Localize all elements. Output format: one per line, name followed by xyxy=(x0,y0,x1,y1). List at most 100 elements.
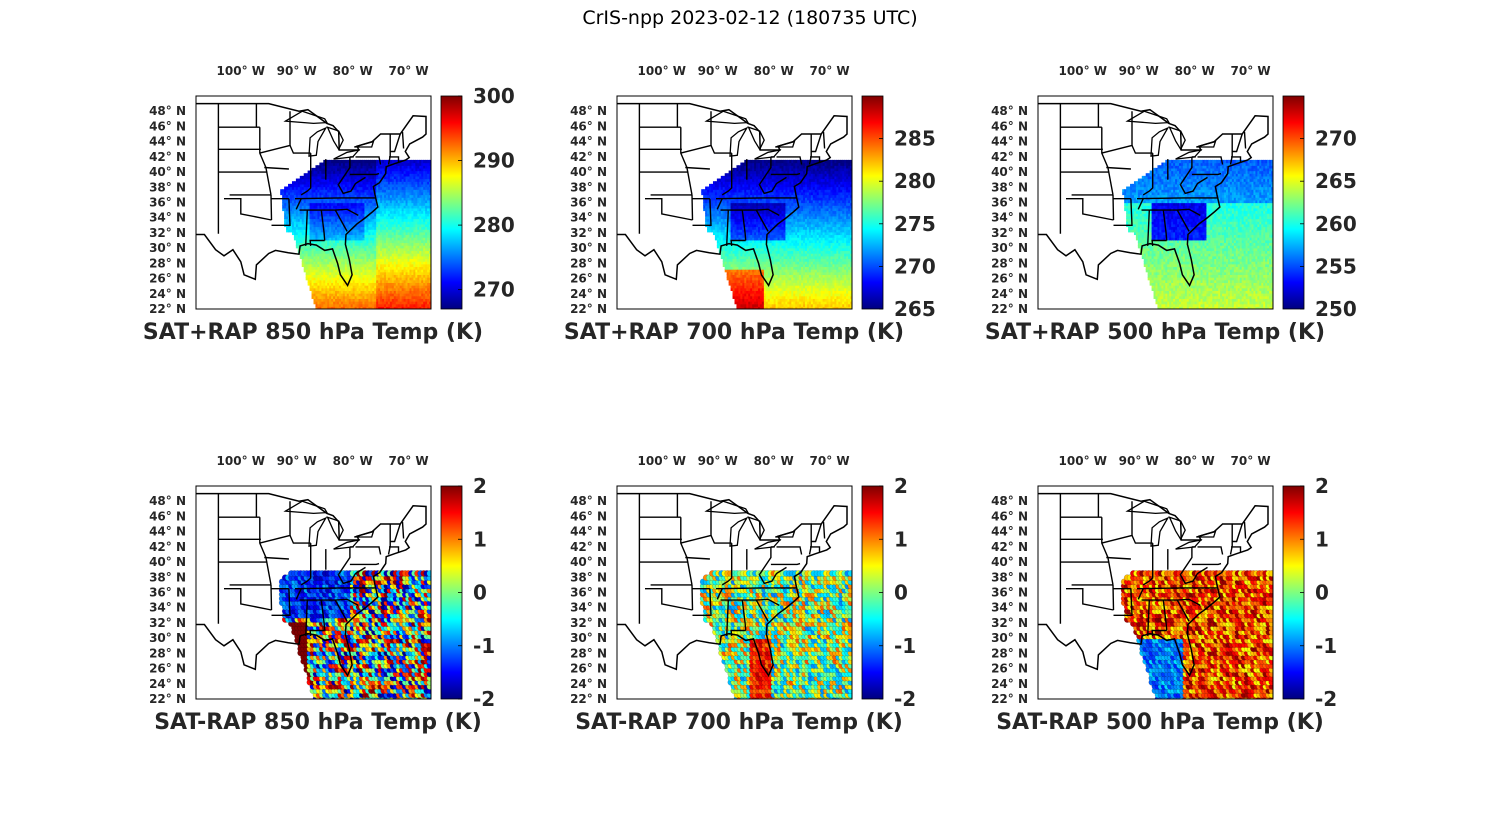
data-cell xyxy=(423,290,426,294)
data-cell xyxy=(803,263,806,267)
lat-tick-label: 24° N xyxy=(149,287,186,301)
data-cell xyxy=(401,261,405,265)
data-cell xyxy=(850,303,852,307)
data-cell xyxy=(799,274,802,278)
data-cell xyxy=(397,247,401,252)
data-cell xyxy=(769,290,773,294)
data-cell xyxy=(338,255,342,260)
data-cell xyxy=(313,202,317,206)
data-cell xyxy=(740,274,743,278)
data-cell xyxy=(356,261,360,265)
data-cell xyxy=(376,173,379,177)
data-cell xyxy=(331,181,334,185)
data-cell xyxy=(405,215,409,220)
data-cell xyxy=(754,266,757,270)
data-cell xyxy=(364,231,367,236)
data-cell xyxy=(822,285,826,289)
data-cell xyxy=(785,285,788,289)
data-cell xyxy=(323,263,326,267)
data-cell xyxy=(358,255,362,260)
data-cell xyxy=(309,234,313,238)
data-cell xyxy=(808,293,812,297)
data-cell xyxy=(374,215,377,220)
data-cell xyxy=(746,263,749,267)
data-cell xyxy=(358,282,362,286)
data-cell xyxy=(315,183,319,188)
data-cell xyxy=(303,247,307,252)
data-cell xyxy=(389,306,393,309)
data-cell xyxy=(407,234,411,238)
data-cell xyxy=(376,189,379,193)
data-cell xyxy=(325,237,328,241)
data-cell xyxy=(311,293,315,297)
data-cell xyxy=(767,279,771,283)
data-cell xyxy=(374,186,377,190)
data-cell xyxy=(305,202,309,206)
data-cell xyxy=(789,306,792,309)
data-cell xyxy=(423,306,426,309)
data-cell xyxy=(840,293,843,297)
data-cell xyxy=(818,279,822,283)
data-cell xyxy=(773,287,777,291)
data-cell xyxy=(299,255,303,260)
data-cell xyxy=(374,287,377,291)
data-cell xyxy=(385,215,389,220)
data-cell xyxy=(791,285,794,289)
data-cell xyxy=(364,282,367,286)
data-cell xyxy=(323,213,326,217)
data-cell xyxy=(319,245,322,249)
data-cell xyxy=(333,287,336,291)
data-cell xyxy=(389,258,393,262)
data-cell xyxy=(358,261,362,265)
data-cell xyxy=(346,295,350,299)
data-cell xyxy=(405,277,409,281)
data-cell xyxy=(333,234,336,238)
data-cell xyxy=(376,207,379,212)
data-cell xyxy=(387,181,391,185)
data-cell xyxy=(810,306,814,309)
data-cell xyxy=(370,197,373,201)
data-cell xyxy=(315,274,319,278)
data-cell xyxy=(378,178,381,182)
data-cell xyxy=(374,266,377,270)
data-cell xyxy=(342,202,346,206)
data-cell xyxy=(419,199,422,204)
data-cell xyxy=(407,245,411,249)
data-cell xyxy=(327,231,330,236)
data-cell xyxy=(333,223,336,228)
data-cell xyxy=(372,210,375,214)
data-cell xyxy=(785,301,788,305)
data-cell xyxy=(368,295,371,299)
data-cell xyxy=(395,261,399,265)
data-cell xyxy=(352,301,356,305)
data-cell xyxy=(368,269,371,273)
data-cell xyxy=(356,207,360,212)
data-cell xyxy=(399,301,403,305)
data-cell xyxy=(759,293,763,297)
data-cell xyxy=(352,221,356,225)
data-cell xyxy=(325,301,328,305)
data-cell xyxy=(401,221,405,225)
data-cell xyxy=(346,189,350,193)
data-cell xyxy=(421,210,424,214)
data-cell xyxy=(759,303,763,307)
data-cell xyxy=(793,282,796,286)
data-cell xyxy=(415,234,418,238)
data-cell xyxy=(374,223,377,228)
data-cell xyxy=(305,250,309,254)
data-cell xyxy=(368,183,371,188)
data-cell xyxy=(384,282,387,286)
figure-title: CrIS-npp 2023-02-12 (180735 UTC) xyxy=(582,7,918,29)
data-cell xyxy=(372,237,375,241)
data-cell xyxy=(401,306,405,309)
data-cell xyxy=(407,215,411,220)
data-cell xyxy=(354,191,358,196)
data-cell xyxy=(423,213,426,217)
data-cell xyxy=(327,250,330,254)
data-cell xyxy=(297,218,301,222)
data-cell xyxy=(385,189,389,193)
data-cell xyxy=(389,253,393,257)
data-cell xyxy=(299,194,303,198)
data-cell xyxy=(761,298,765,302)
data-cell xyxy=(387,295,391,299)
